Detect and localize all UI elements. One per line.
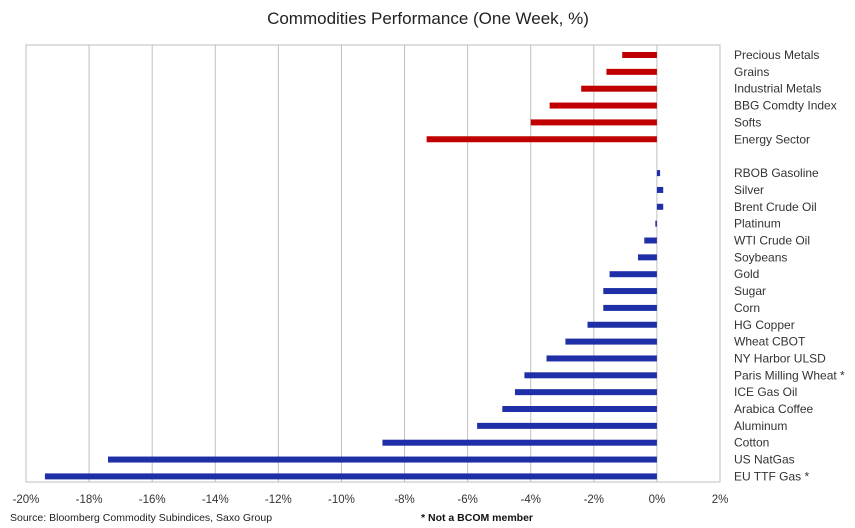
x-tick-label: -20% [13,494,40,506]
category-label: Energy Sector [734,132,810,146]
plot-frame [25,44,721,483]
category-label: Gold [734,267,759,281]
x-tick-label: 2% [712,494,729,506]
bar [108,456,657,463]
x-tick-label: -18% [76,494,103,506]
bar [609,271,657,278]
category-label: Grains [734,65,769,79]
x-tick-label: -16% [139,494,166,506]
category-label: Sugar [734,284,766,298]
bar [549,102,657,109]
bar [656,186,664,193]
category-label: Wheat CBOT [734,335,806,349]
bar [565,338,657,345]
x-tick-label: -14% [202,494,229,506]
category-label: Industrial Metals [734,82,821,96]
bar [530,119,657,126]
category-label: ICE Gas Oil [734,385,797,399]
category-label: Cotton [734,436,769,450]
bar [603,304,657,311]
bar [656,170,661,177]
bar [581,85,657,92]
category-label: HG Copper [734,318,795,332]
bar [426,136,657,143]
category-label: Arabica Coffee [734,402,813,416]
bar [656,203,664,210]
category-label: NY Harbor ULSD [734,351,826,365]
bar [514,389,657,396]
x-tick-label: -10% [328,494,355,506]
category-label: RBOB Gasoline [734,166,819,180]
category-label: Brent Crude Oil [734,200,817,214]
source-note: Source: Bloomberg Commodity Subindices, … [10,512,272,524]
bar [655,220,657,227]
category-label: BBG Comdty Index [734,99,837,113]
bar [587,321,657,328]
bar [644,237,657,244]
category-label: Aluminum [734,419,787,433]
bar [637,254,657,261]
bar [524,372,657,379]
category-label: WTI Crude Oil [734,234,810,248]
bar [603,288,657,295]
category-label: Paris Milling Wheat * [734,368,845,382]
category-label: US NatGas [734,453,795,467]
x-tick-labels: -20% -18% -16% -14% -12% -10% -8% -6% -4% -2% 0% 2% [13,494,729,506]
category-label: EU TTF Gas * [734,469,809,483]
category-label: Silver [734,183,764,197]
bar [502,406,657,412]
chart-title: Commodities Performance (One Week, %) [267,9,589,28]
category-label: Precious Metals [734,48,819,62]
category-label: Softs [734,115,761,129]
bar [546,355,657,362]
x-tick-label: -6% [457,494,477,506]
category-label: Soybeans [734,250,787,264]
member-footnote: * Not a BCOM member [421,512,533,524]
bars [44,52,664,480]
x-tick-label: 0% [649,494,666,506]
category-labels: Precious Metals Grains Industrial Metals BB… [734,48,845,483]
category-label: Corn [734,301,760,315]
x-tick-label: -2% [584,494,604,506]
bar [477,422,657,429]
bar [622,52,657,58]
x-tick-label: -8% [394,494,414,506]
bar [44,473,657,480]
x-tick-label: -4% [521,494,541,506]
bar [606,68,657,75]
x-tick-label: -12% [265,494,292,506]
category-label: Platinum [734,217,781,231]
bar [382,439,657,446]
